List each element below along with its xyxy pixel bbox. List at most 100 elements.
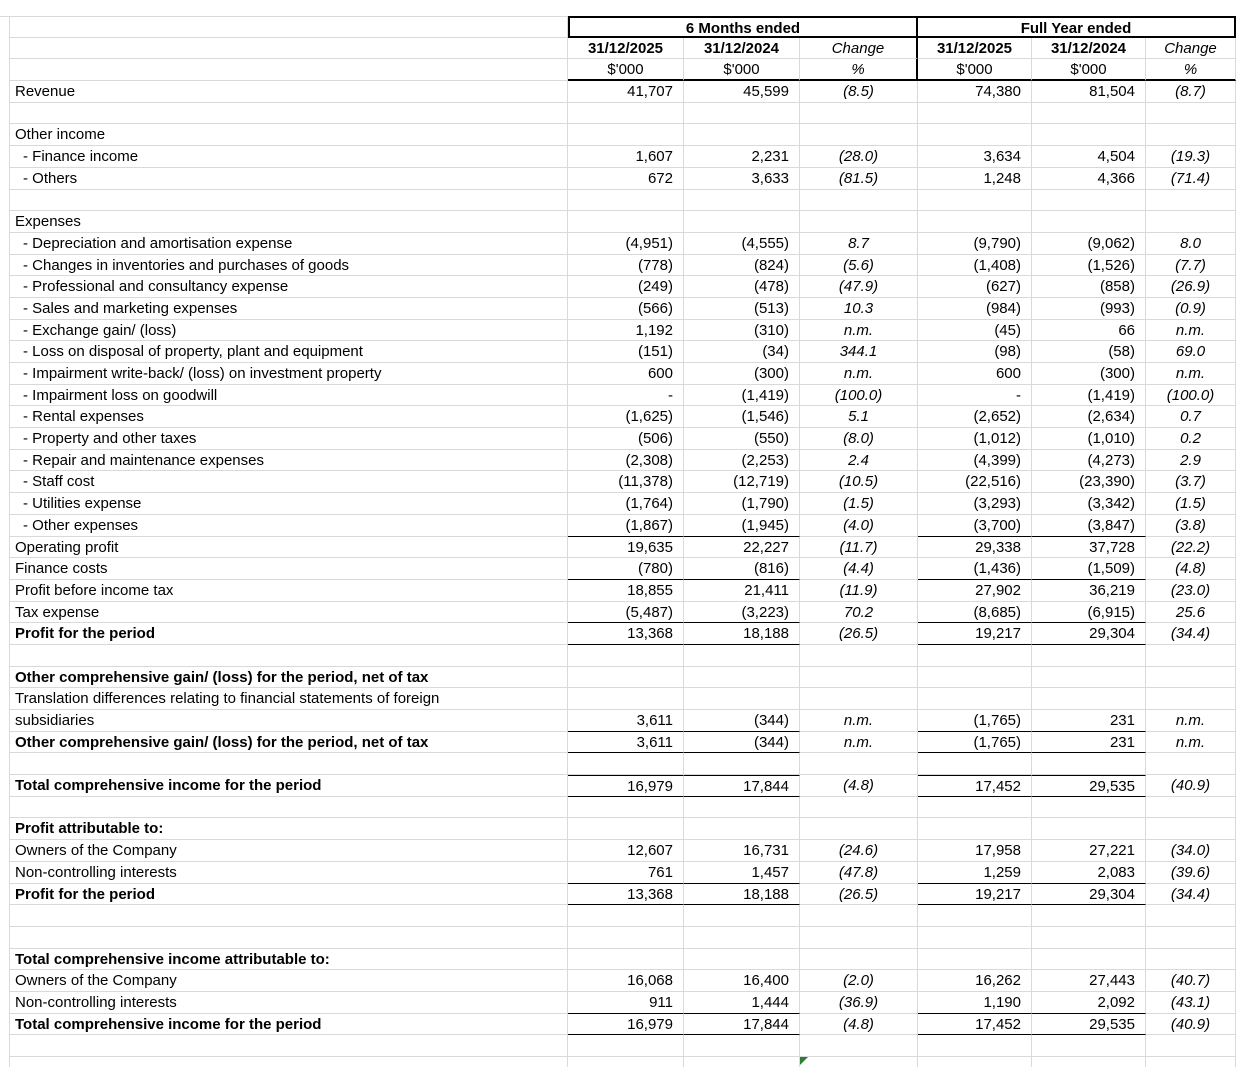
value-cell-fy-2024[interactable] [1032,905,1146,927]
row-label[interactable]: Other income [10,124,568,147]
value-cell-fy-2025[interactable] [918,948,1032,971]
value-cell-6m-change[interactable]: (26.5) [800,623,918,645]
value-cell-6m-2024[interactable] [684,753,800,776]
value-cell-fy-2025[interactable] [918,926,1032,949]
row-label[interactable] [10,905,568,927]
value-cell-fy-2024[interactable]: 27,443 [1032,970,1146,992]
value-cell-fy-2025[interactable]: 1,248 [918,167,1032,190]
value-cell-fy-change[interactable] [1146,753,1236,776]
row-label[interactable]: Operating profit [10,536,568,559]
row-label[interactable]: Profit before income tax [10,579,568,602]
header-units-fy-change[interactable]: % [1146,59,1236,82]
value-cell-6m-2024[interactable]: 17,844 [684,1013,800,1036]
row-label[interactable] [10,644,568,667]
value-cell-fy-2024[interactable] [1032,189,1146,212]
value-cell-fy-change[interactable]: (39.6) [1146,861,1236,884]
value-cell-6m-change[interactable]: (11.9) [800,579,918,602]
value-cell-fy-2024[interactable]: (993) [1032,297,1146,320]
value-cell-fy-change[interactable] [1146,1057,1236,1067]
value-cell-6m-2024[interactable]: 17,844 [684,775,800,797]
value-cell-6m-change[interactable]: (47.9) [800,276,918,298]
value-cell-fy-2025[interactable] [918,753,1032,776]
value-cell-fy-2024[interactable]: 2,083 [1032,861,1146,884]
row-label[interactable] [10,102,568,125]
value-cell-fy-2025[interactable] [918,688,1032,710]
value-cell-6m-2025[interactable] [568,948,684,971]
value-cell-6m-2024[interactable]: 1,444 [684,991,800,1014]
value-cell-fy-change[interactable]: (8.7) [1146,81,1236,103]
value-cell-6m-2024[interactable] [684,1035,800,1057]
value-cell-fy-change[interactable]: (71.4) [1146,167,1236,190]
value-cell-6m-2025[interactable]: (780) [568,558,684,580]
value-cell-6m-change[interactable]: 5.1 [800,406,918,429]
value-cell-6m-change[interactable] [800,926,918,949]
value-cell-fy-2024[interactable] [1032,124,1146,147]
value-cell-fy-2025[interactable] [918,818,1032,841]
header-fy-change[interactable]: Change [1146,37,1236,60]
value-cell-6m-2025[interactable]: 1,192 [568,319,684,342]
value-cell-6m-2025[interactable]: - [568,384,684,407]
value-cell-6m-change[interactable] [800,796,918,819]
header-units-6m-2024[interactable]: $'000 [684,59,800,82]
value-cell-fy-2024[interactable]: (1,010) [1032,428,1146,450]
value-cell-6m-2025[interactable] [568,644,684,667]
value-cell-fy-2024[interactable]: (300) [1032,363,1146,385]
value-cell-fy-2024[interactable]: 27,221 [1032,840,1146,862]
value-cell-fy-change[interactable] [1146,1035,1236,1057]
value-cell-fy-change[interactable]: (1.5) [1146,493,1236,515]
value-cell-fy-2025[interactable]: (45) [918,319,1032,342]
value-cell-fy-change[interactable]: (3.7) [1146,471,1236,494]
value-cell-fy-change[interactable]: 0.2 [1146,428,1236,450]
value-cell-fy-change[interactable]: n.m. [1146,731,1236,754]
value-cell-fy-2024[interactable]: 4,504 [1032,146,1146,168]
value-cell-fy-2025[interactable]: 19,217 [918,883,1032,906]
row-label[interactable]: - Property and other taxes [10,428,568,450]
value-cell-fy-2024[interactable]: 4,366 [1032,167,1146,190]
value-cell-fy-2024[interactable]: 29,535 [1032,775,1146,797]
value-cell-6m-2024[interactable]: (1,790) [684,493,800,515]
value-cell-6m-change[interactable]: n.m. [800,710,918,732]
value-cell-6m-2024[interactable]: (344) [684,731,800,754]
value-cell-fy-change[interactable]: (34.0) [1146,840,1236,862]
value-cell-fy-2024[interactable]: (858) [1032,276,1146,298]
value-cell-fy-2025[interactable]: (3,293) [918,493,1032,515]
value-cell-6m-2024[interactable]: 2,231 [684,146,800,168]
value-cell-6m-2024[interactable]: (1,419) [684,384,800,407]
value-cell-fy-2025[interactable]: 74,380 [918,81,1032,103]
value-cell-6m-2025[interactable]: (778) [568,254,684,277]
value-cell-fy-2024[interactable]: 66 [1032,319,1146,342]
value-cell-6m-change[interactable] [800,688,918,710]
row-label[interactable] [10,796,568,819]
value-cell-6m-2024[interactable] [684,644,800,667]
value-cell-6m-change[interactable]: n.m. [800,363,918,385]
row-label[interactable]: subsidiaries [10,710,568,732]
header-units-fy-2025[interactable]: $'000 [918,59,1032,82]
value-cell-6m-change[interactable] [800,124,918,147]
value-cell-fy-change[interactable] [1146,124,1236,147]
value-cell-fy-2024[interactable] [1032,644,1146,667]
value-cell-6m-2025[interactable]: (2,308) [568,449,684,472]
value-cell-fy-change[interactable]: (43.1) [1146,991,1236,1014]
value-cell-fy-2024[interactable]: (6,915) [1032,601,1146,624]
value-cell-fy-2024[interactable]: (1,526) [1032,254,1146,277]
value-cell-6m-2024[interactable]: (1,945) [684,514,800,537]
value-cell-fy-2024[interactable]: (58) [1032,341,1146,363]
value-cell-6m-change[interactable]: 70.2 [800,601,918,624]
value-cell-fy-2025[interactable]: (9,790) [918,232,1032,255]
header-6m-change[interactable]: Change [800,37,918,60]
row-label[interactable]: Non-controlling interests [10,991,568,1014]
row-label[interactable]: - Exchange gain/ (loss) [10,319,568,342]
value-cell-fy-change[interactable] [1146,211,1236,233]
value-cell-6m-change[interactable] [800,102,918,125]
value-cell-6m-change[interactable]: 8.7 [800,232,918,255]
value-cell-6m-change[interactable]: (81.5) [800,167,918,190]
value-cell-6m-change[interactable]: (11.7) [800,536,918,559]
value-cell-6m-2024[interactable] [684,211,800,233]
value-cell-6m-2024[interactable]: (513) [684,297,800,320]
value-cell-fy-2025[interactable]: (1,765) [918,731,1032,754]
value-cell-fy-change[interactable]: 0.7 [1146,406,1236,429]
row-label[interactable]: Revenue [10,81,568,103]
value-cell-fy-change[interactable]: (3.8) [1146,514,1236,537]
value-cell-6m-change[interactable] [800,666,918,689]
value-cell-fy-change[interactable]: (22.2) [1146,536,1236,559]
